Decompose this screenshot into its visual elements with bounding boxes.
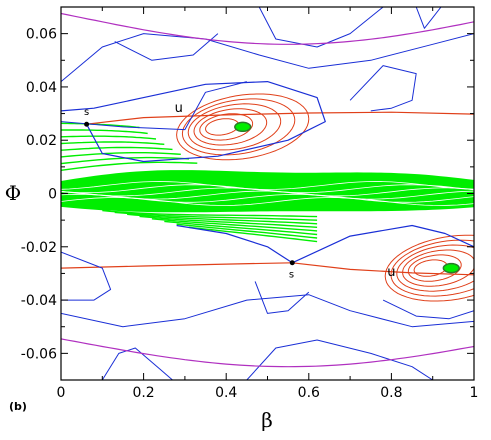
chaotic-streak-lower [127, 213, 318, 225]
chaotic-streak-lower [114, 211, 318, 221]
invariant-curve [176, 224, 474, 264]
invariant-curve [258, 7, 384, 48]
invariant-curve [349, 65, 417, 112]
invariant-curve [415, 7, 442, 29]
annotation-u: u [175, 101, 183, 116]
chaotic-streak-upper [61, 141, 165, 145]
chaotic-streak-upper [61, 161, 198, 171]
island-contour [181, 98, 296, 156]
invariant-curve [61, 81, 247, 131]
invariant-curve [246, 339, 433, 380]
island-contour [396, 244, 474, 292]
axis-ticks [60, 7, 475, 380]
invariant-curve [254, 281, 310, 314]
x-tick-label: 1 [470, 385, 479, 401]
chaotic-streak-upper [61, 129, 148, 135]
y-tick-label: -0.04 [21, 293, 57, 309]
chaotic-streak-upper [61, 152, 181, 158]
island-contour [390, 239, 474, 297]
x-tick-label: 0.8 [380, 385, 402, 401]
x-tick-label: 0 [57, 385, 66, 401]
y-axis-label: Φ [5, 181, 21, 205]
invariant-curve [382, 299, 474, 320]
outer-island-curve [61, 81, 326, 163]
island-contour [176, 93, 310, 161]
separatrix-lower-right-branch [292, 262, 474, 276]
hyperbolic-point [289, 260, 295, 266]
y-tick-label: 0.06 [26, 27, 57, 43]
y-tick-label: -0.06 [21, 346, 57, 362]
x-tick-label: 0.2 [132, 385, 154, 401]
invariant-curves [61, 7, 474, 380]
island-core [234, 121, 252, 133]
chaotic-streak-lower [188, 226, 318, 243]
invariant-curve [61, 251, 112, 301]
island-contour [402, 249, 474, 287]
hyperbolic-point [84, 121, 90, 127]
x-tick-label: 0.6 [298, 385, 320, 401]
island-contour [413, 259, 448, 277]
chaotic-streak-lower [102, 209, 318, 218]
y-tick-label: 0.02 [26, 133, 57, 149]
invariant-curve [114, 33, 219, 61]
island-core [442, 262, 460, 274]
axis-tick-labels: 0 0.2 0.4 0.6 0.8 1 -0.06 -0.04 -0.02 0 0.02 0.04 0.… [21, 27, 479, 401]
island-contour [193, 108, 268, 146]
annotation-s: s [289, 269, 294, 280]
island-contour [407, 254, 462, 282]
island-contour [205, 118, 240, 136]
chaotic-streak-lower [151, 218, 318, 232]
chaotic-streak-upper [61, 135, 157, 140]
chaotic-streak-lower [176, 223, 318, 239]
island-contour [384, 234, 474, 302]
x-tick-label: 0.4 [215, 385, 237, 401]
island-2 [384, 234, 474, 302]
annotations: s u s u [84, 101, 396, 280]
separatrices [61, 111, 474, 276]
invariant-curve [61, 294, 474, 328]
invariant-curve [101, 347, 173, 380]
y-tick-label: 0.04 [26, 80, 57, 96]
chaotic-streak-lower [164, 220, 318, 236]
chaotic-stripe [61, 184, 474, 194]
panel-label: (b) [9, 400, 27, 413]
separatrix-upper-branch [86, 111, 474, 125]
chaotic-streak-lower [139, 215, 318, 228]
chaotic-layer [61, 122, 474, 243]
plot-area [61, 7, 474, 380]
outer-dotted-curve [61, 12, 474, 45]
y-tick-label: 0 [48, 187, 57, 203]
chaotic-stripe [61, 181, 474, 190]
annotation-s: s [84, 107, 89, 118]
outer-dotted-curve [61, 338, 474, 368]
island-1 [176, 93, 310, 161]
annotation-u: u [387, 265, 395, 280]
island-contour [187, 103, 282, 151]
island-contour [199, 113, 254, 141]
x-axis-label: β [261, 408, 273, 432]
separatrix-lower-left-branch [61, 262, 293, 269]
y-tick-label: -0.02 [21, 240, 57, 256]
chaotic-streak-upper [61, 146, 173, 151]
chaotic-stripe [61, 187, 474, 197]
